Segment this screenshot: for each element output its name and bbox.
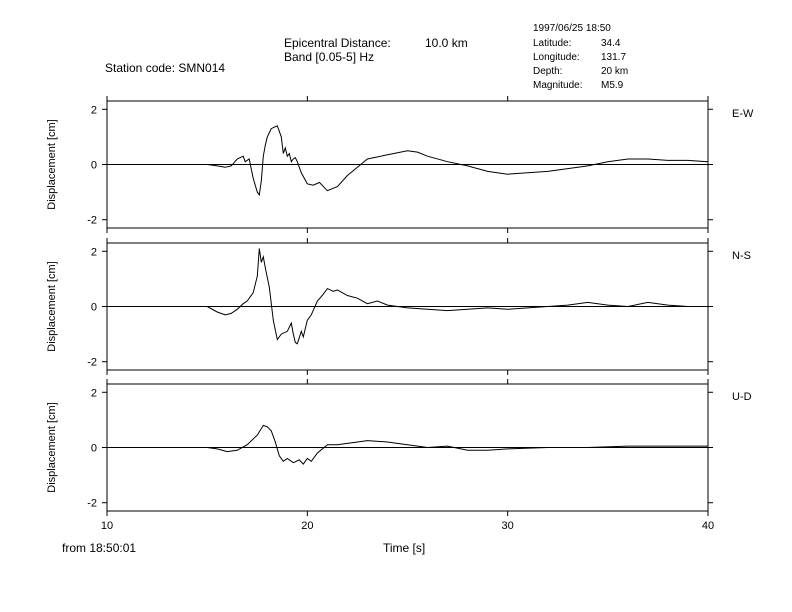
epicentral-distance-value: 10.0 km — [425, 36, 468, 50]
time-origin-label: from 18:50:01 — [62, 541, 137, 555]
y-tick-label: 2 — [91, 387, 97, 399]
component-label-e-w: E-W — [732, 108, 754, 120]
y-tick-label: 0 — [91, 443, 97, 455]
epicentral-distance-label: Epicentral Distance: — [284, 36, 391, 50]
y-tick-label: 2 — [91, 104, 97, 116]
longitude-label: Longitude: — [533, 52, 580, 63]
latitude-value: 34.4 — [601, 38, 621, 49]
magnitude-label: Magnitude: — [533, 80, 583, 91]
x-tick-label: 30 — [502, 520, 514, 532]
y-tick-label: 2 — [91, 246, 97, 258]
component-label-n-s: N-S — [732, 250, 751, 262]
longitude-value: 131.7 — [601, 52, 627, 63]
y-tick-label: 0 — [91, 160, 97, 172]
latitude-label: Latitude: — [533, 38, 572, 49]
y-tick-label: -2 — [87, 498, 97, 510]
band-label: Band [0.05-5] Hz — [284, 50, 375, 64]
x-tick-label: 40 — [702, 520, 714, 532]
station-code: Station code: SMN014 — [105, 61, 226, 75]
x-tick-label: 10 — [101, 520, 113, 532]
y-tick-label: -2 — [87, 357, 97, 369]
x-axis-title: Time [s] — [383, 541, 426, 555]
component-label-u-d: U-D — [732, 391, 752, 403]
y-axis-title: Displacement [cm] — [46, 402, 58, 492]
y-tick-label: -2 — [87, 215, 97, 227]
y-axis-title: Displacement [cm] — [46, 261, 58, 351]
x-tick-label: 20 — [301, 520, 313, 532]
event-datetime: 1997/06/25 18:50 — [533, 23, 611, 34]
trace-n-s — [107, 248, 708, 345]
trace-e-w — [107, 125, 709, 197]
depth-label: Depth: — [533, 66, 563, 77]
y-tick-label: 0 — [91, 302, 97, 314]
y-axis-title: Displacement [cm] — [46, 119, 58, 209]
trace-u-d — [107, 424, 708, 465]
magnitude-value: M5.9 — [601, 80, 624, 91]
depth-value: 20 km — [601, 66, 629, 77]
